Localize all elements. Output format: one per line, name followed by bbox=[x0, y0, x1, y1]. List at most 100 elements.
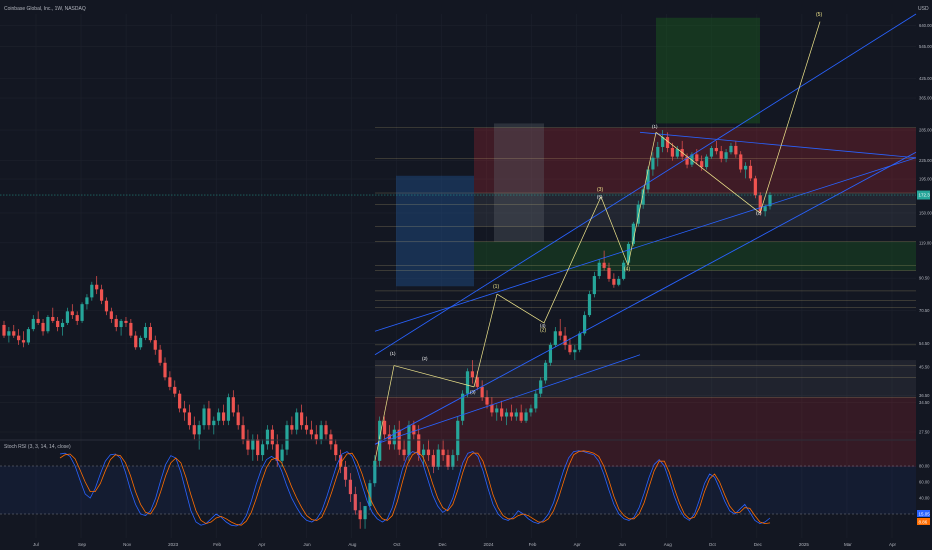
candle-down bbox=[441, 449, 445, 456]
stoch-tick-label: 40.00 bbox=[919, 496, 930, 501]
candle-up bbox=[578, 333, 582, 350]
resistance-line bbox=[639, 131, 917, 159]
candle-down bbox=[114, 318, 118, 328]
candle-down bbox=[99, 289, 104, 301]
candle-down bbox=[475, 377, 479, 387]
time-tick-label: Nov bbox=[123, 542, 132, 547]
candle-up bbox=[768, 195, 772, 207]
price-tick-label: 195.00 bbox=[919, 177, 932, 182]
candle-up bbox=[465, 371, 470, 394]
time-tick-label: Jul bbox=[33, 542, 39, 547]
price-tick-label: 225.00 bbox=[919, 158, 932, 163]
wave-label-major: (4) bbox=[624, 267, 630, 273]
channel-upper-line bbox=[374, 13, 917, 356]
time-axis[interactable]: Jul Sep Nov 2023 Feb Apr Jun Aug Oct Dec 2024 Feb Ap… bbox=[33, 542, 897, 547]
candle-up bbox=[675, 149, 679, 157]
candle-down bbox=[109, 311, 113, 319]
candle-up bbox=[451, 455, 455, 467]
candle-down bbox=[95, 284, 99, 290]
price-axis[interactable]: 640.00 545.00 425.00 365.00 285.00 225.00 195.… bbox=[919, 23, 932, 434]
grid-lines bbox=[0, 14, 916, 538]
candle-down bbox=[324, 425, 328, 435]
candle-down bbox=[178, 393, 182, 409]
wave-segment bbox=[374, 365, 395, 461]
candle-up bbox=[85, 297, 89, 305]
candle-down bbox=[148, 327, 152, 341]
price-tick-label: 45.50 bbox=[919, 364, 930, 369]
candle-down bbox=[256, 439, 260, 456]
candle-down bbox=[41, 322, 45, 332]
candle-up bbox=[617, 278, 621, 285]
time-tick-label: Oct bbox=[393, 542, 401, 547]
candle-up bbox=[461, 393, 465, 421]
stoch-value-tags: 15.05 8.86 bbox=[917, 510, 930, 525]
price-tick-label: 365.00 bbox=[919, 96, 932, 101]
wave-label-minor: (1) bbox=[652, 124, 658, 129]
candle-down bbox=[758, 195, 762, 212]
candle-up bbox=[744, 165, 748, 170]
time-tick-label: Mar bbox=[844, 542, 852, 547]
candle-up bbox=[709, 147, 714, 157]
symbol-title: Coinbase Global, Inc., 1W, NASDAQ bbox=[4, 6, 86, 12]
zone-lower-red bbox=[375, 397, 916, 467]
candle-down bbox=[417, 434, 421, 456]
wave-segment bbox=[393, 365, 475, 388]
stoch-k-value: 15.05 bbox=[919, 512, 931, 517]
candle-up bbox=[636, 204, 640, 224]
zone-lower-grey bbox=[375, 360, 916, 398]
candle-up bbox=[724, 152, 728, 159]
wave-label-minor: (4) bbox=[540, 323, 546, 328]
price-tick-label: 150.00 bbox=[919, 210, 932, 215]
price-tick-label: 545.00 bbox=[919, 44, 932, 49]
candle-down bbox=[714, 147, 718, 152]
wave-segment bbox=[655, 132, 761, 214]
candle-up bbox=[582, 315, 587, 334]
candle-down bbox=[719, 151, 723, 159]
candle-down bbox=[134, 335, 138, 348]
zone-grey bbox=[474, 193, 916, 227]
candle-down bbox=[231, 397, 235, 413]
stoch-tick-label: 60.00 bbox=[919, 480, 930, 485]
candle-up bbox=[656, 146, 660, 158]
price-tick-label: 27.50 bbox=[919, 430, 930, 435]
candle-up bbox=[641, 189, 645, 205]
candle-up bbox=[573, 349, 577, 353]
candle-down bbox=[221, 412, 226, 421]
wave-label-major: (2) bbox=[540, 327, 546, 333]
candle-down bbox=[75, 315, 79, 321]
stoch-rsi-pane bbox=[0, 450, 916, 527]
candle-down bbox=[2, 324, 6, 336]
candle-up bbox=[31, 318, 35, 330]
candle-down bbox=[412, 425, 416, 435]
candle-up bbox=[143, 327, 148, 338]
candle-down bbox=[500, 408, 504, 417]
wave-label-major: (1) bbox=[493, 284, 499, 290]
candle-down bbox=[382, 420, 387, 435]
fib-zones bbox=[375, 17, 916, 467]
price-tick-label: 640.00 bbox=[919, 23, 932, 28]
measure-box-grey bbox=[494, 123, 544, 242]
candle-down bbox=[343, 466, 348, 480]
candle-up bbox=[661, 137, 665, 147]
candle-down bbox=[17, 335, 21, 341]
candle-down bbox=[192, 425, 196, 435]
candle-up bbox=[704, 156, 709, 168]
wave-segment bbox=[543, 196, 602, 324]
stoch-tick-label: 80.00 bbox=[919, 464, 930, 469]
candle-up bbox=[280, 449, 284, 461]
wave-label-major: (5) bbox=[816, 12, 822, 18]
candle-down bbox=[470, 371, 474, 378]
candle-up bbox=[626, 243, 631, 263]
candle-up bbox=[80, 304, 84, 321]
candle-down bbox=[490, 404, 494, 413]
candle-down bbox=[563, 335, 567, 345]
candle-up bbox=[456, 420, 460, 456]
wave-segment bbox=[600, 196, 629, 266]
candle-down bbox=[558, 331, 562, 336]
candle-down bbox=[670, 147, 675, 157]
current-price-text: 172.3 bbox=[919, 193, 931, 198]
candle-up bbox=[65, 311, 70, 323]
stoch-d-box bbox=[917, 518, 930, 525]
